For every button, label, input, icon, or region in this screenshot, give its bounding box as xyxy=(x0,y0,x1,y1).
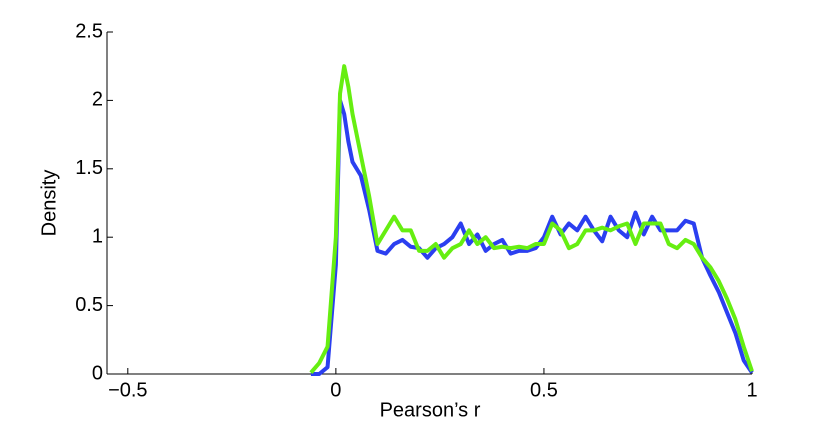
x-axis-label: Pearson’s r xyxy=(380,399,481,421)
line xyxy=(309,64,754,374)
y-tick-label: 0.5 xyxy=(75,294,103,316)
line xyxy=(310,98,754,376)
y-tick-label: 1.5 xyxy=(75,157,103,179)
y-tick-label: 2 xyxy=(92,89,103,111)
x-tick-label: 0 xyxy=(330,379,341,401)
y-tick-label: 2.5 xyxy=(75,20,103,42)
y-tick-label: 1 xyxy=(92,225,103,247)
x-tick-label: −0.5 xyxy=(108,379,147,401)
x-tick-label: 1 xyxy=(746,379,757,401)
y-axis-label: Density xyxy=(38,170,60,237)
x-tick-label: 0.5 xyxy=(530,379,558,401)
y-tick-label: 0 xyxy=(92,362,103,384)
